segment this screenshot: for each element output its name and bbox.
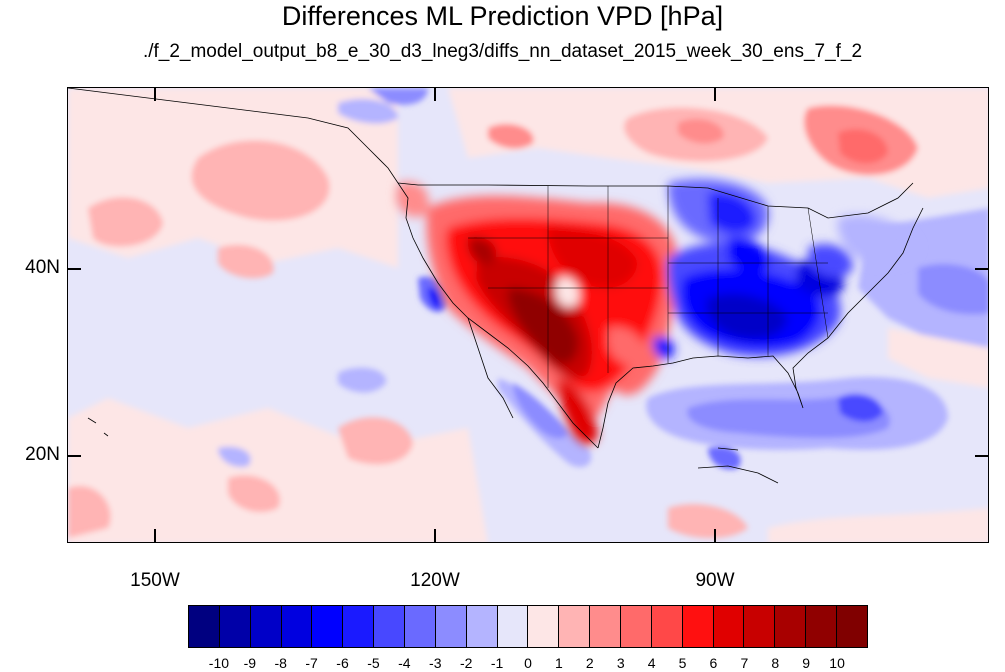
colorbar-swatch (281, 606, 313, 647)
colorbar-label: 9 (802, 655, 811, 671)
colorbar-swatch (651, 606, 683, 647)
colorbar-label: -10 (208, 655, 230, 671)
colorbar-label: -8 (274, 655, 287, 671)
colorbar-swatch (497, 606, 529, 647)
lat-label-20n: 20N (25, 444, 60, 465)
colorbar-swatch (219, 606, 251, 647)
colorbar-swatch (775, 606, 807, 647)
colorbar-label: -9 (243, 655, 257, 671)
colorbar-label: 10 (829, 655, 845, 671)
lon-label-120w: 120W (410, 570, 460, 591)
colorbar-label: 8 (771, 655, 780, 671)
colorbar-label: 0 (524, 655, 532, 671)
colorbar-label: 5 (678, 655, 687, 671)
figure-subtitle: ./f_2_model_output_b8_e_30_d3_lneg3/diff… (142, 41, 863, 62)
lon-label-150w: 150W (130, 570, 180, 591)
continental-anomalies (396, 179, 918, 445)
colorbar-swatch (405, 606, 436, 647)
map-panel (67, 87, 989, 543)
colorbar-swatch (528, 606, 560, 647)
colorbar-swatch (682, 606, 714, 647)
axis-tick (154, 87, 156, 101)
colorbar-label: -2 (459, 655, 473, 671)
colorbar-swatch (250, 606, 282, 647)
colorbar-swatch (374, 606, 406, 647)
coastlines (68, 88, 924, 484)
colorbar-swatch (713, 606, 745, 647)
colorbar-swatch (312, 606, 344, 647)
axis-tick (154, 529, 156, 543)
colorbar-label: 7 (740, 655, 749, 671)
axis-tick (975, 268, 989, 270)
colorbar-swatch (435, 606, 467, 647)
lat-label-40n: 40N (25, 257, 60, 278)
axis-tick (714, 87, 716, 101)
colorbar-swatch (806, 606, 838, 647)
colorbar-swatch (621, 606, 652, 647)
colorbar-swatch (590, 606, 622, 647)
axis-tick (67, 268, 81, 270)
state-borders (468, 186, 829, 388)
colorbar-swatch (744, 606, 776, 647)
colorbar-label: -1 (490, 655, 504, 671)
colorbar-label: -7 (305, 655, 318, 671)
colorbar-labels: -10 -9 -8 -7 -6 -5 -4 -3 -2 -1 0 1 2 3 4 5 6 7 8 9 10 (0, 655, 1005, 672)
colorbar-swatch (559, 606, 591, 647)
colorbar-label: 4 (647, 655, 656, 671)
colorbar-swatch (189, 606, 220, 647)
axis-tick (975, 455, 989, 457)
figure-title: Differences ML Prediction VPD [hPa] (281, 1, 724, 31)
colorbar-swatch (343, 606, 375, 647)
colorbar-label: 1 (555, 655, 563, 671)
colorbar-label: 6 (709, 655, 718, 671)
lon-label-90w: 90W (695, 570, 735, 591)
axis-tick (434, 529, 436, 543)
ocean-anomalies (68, 88, 988, 542)
colorbar-swatch (466, 606, 498, 647)
colorbar-label: -6 (336, 655, 349, 671)
axis-tick (434, 87, 436, 101)
colorbar-swatch (837, 606, 867, 647)
axis-tick (714, 529, 716, 543)
colorbar (188, 605, 868, 648)
colorbar-label: -5 (367, 655, 380, 671)
colorbar-label: -4 (398, 655, 411, 671)
vpd-difference-map (68, 88, 988, 542)
colorbar-label: -3 (429, 655, 442, 671)
colorbar-label: 2 (585, 655, 594, 671)
axis-tick (67, 455, 81, 457)
colorbar-label: 3 (616, 655, 625, 671)
